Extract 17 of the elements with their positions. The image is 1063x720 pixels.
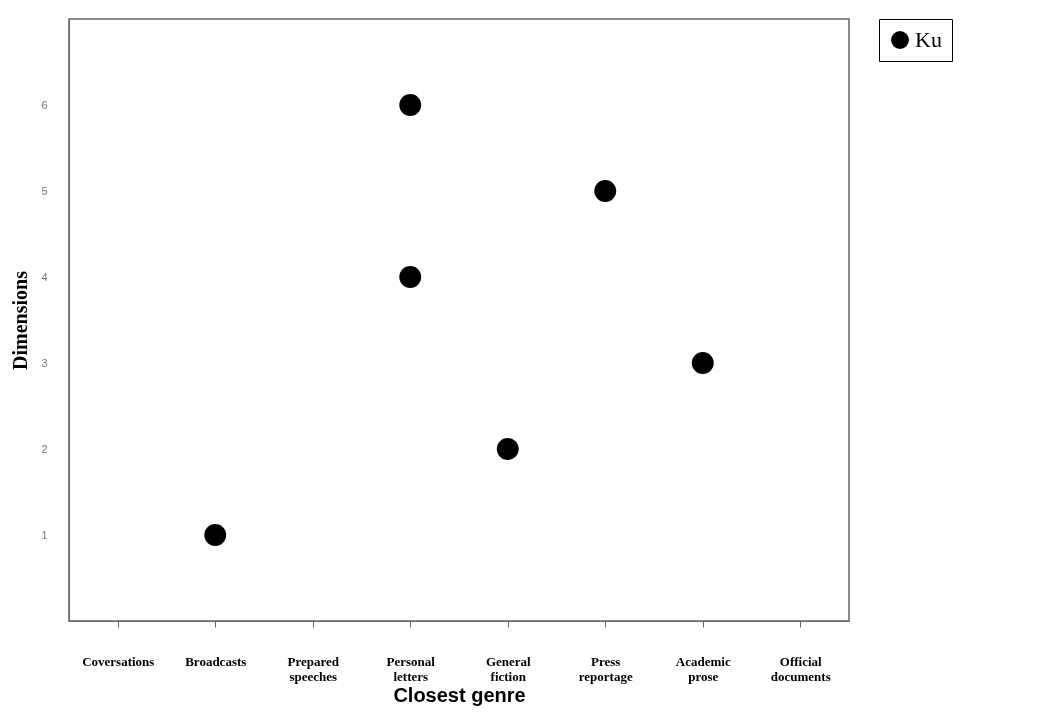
y-tick-label: 6 bbox=[41, 98, 48, 111]
x-tick-label: General fiction bbox=[485, 653, 532, 684]
x-tick-label: Press reportage bbox=[578, 653, 633, 684]
x-tick-label: Broadcasts bbox=[185, 653, 247, 669]
y-tick-label: 2 bbox=[41, 442, 48, 455]
x-axis-title: Closest genre bbox=[393, 683, 526, 706]
x-tick-label: Prepared speeches bbox=[287, 653, 340, 684]
x-tick-label: Coversations bbox=[82, 653, 155, 669]
x-tick-label: Academic prose bbox=[675, 653, 731, 684]
x-tick-label: Personal letters bbox=[386, 653, 436, 684]
y-tick-label: 4 bbox=[41, 270, 48, 283]
legend-label: Ku bbox=[915, 27, 942, 52]
y-tick-label: 3 bbox=[41, 356, 48, 369]
x-tick-label: Official documents bbox=[770, 653, 831, 684]
y-tick-label: 5 bbox=[41, 184, 48, 197]
y-axis-title: Dimensions bbox=[9, 270, 32, 370]
y-tick-label: 1 bbox=[41, 528, 48, 541]
